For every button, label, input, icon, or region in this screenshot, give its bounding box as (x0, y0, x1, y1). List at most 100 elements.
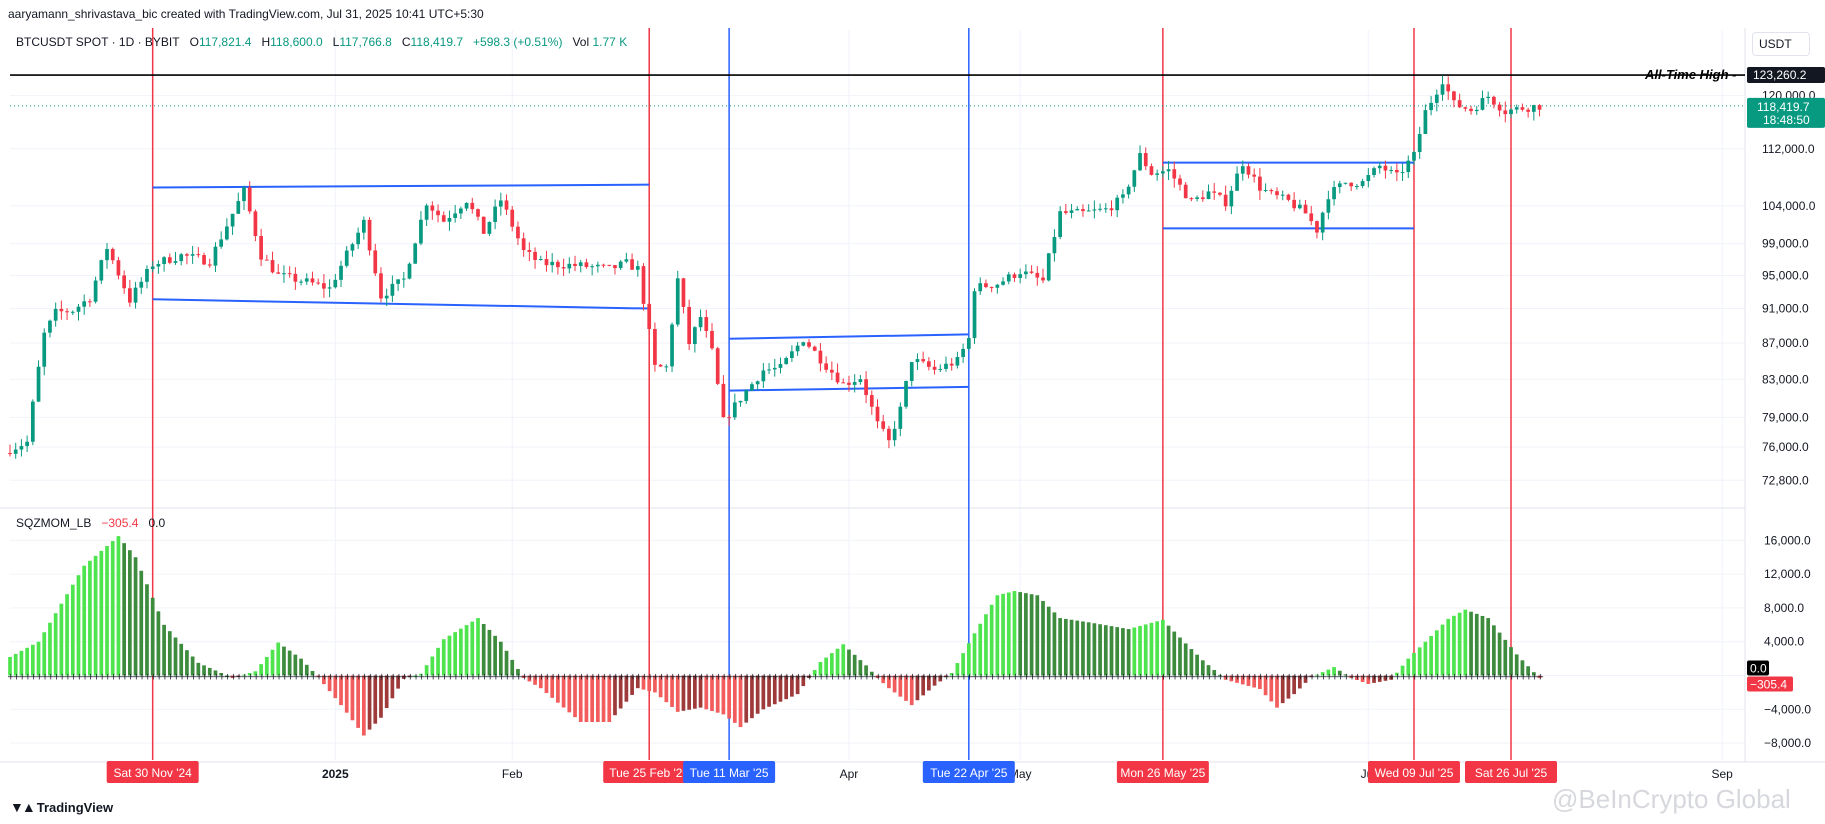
candle-body (122, 275, 126, 289)
currency-selector[interactable]: USDT (1752, 32, 1810, 56)
candle (984, 279, 988, 289)
candle-body (1463, 107, 1468, 109)
momentum-bar (1297, 675, 1302, 689)
momentum-bar (1337, 670, 1342, 676)
squeeze-marker: + (869, 673, 877, 683)
squeeze-marker: + (1086, 673, 1094, 683)
momentum-bar (1258, 675, 1262, 690)
momentum-bar (744, 675, 749, 723)
squeeze-marker: + (98, 673, 106, 683)
tradingview-logo[interactable]: ▼▲ TradingView (10, 799, 113, 815)
squeeze-marker: + (1342, 673, 1350, 683)
squeeze-marker: + (1348, 673, 1356, 683)
squeeze-marker: + (127, 673, 135, 683)
squeeze-marker: + (264, 673, 272, 683)
momentum-bar (966, 643, 971, 676)
candle-body (841, 382, 846, 384)
squeeze-marker: + (977, 673, 985, 683)
candle-body (1537, 105, 1542, 110)
squeeze-marker: + (989, 673, 997, 683)
candle (1058, 206, 1062, 240)
candle-body (710, 330, 714, 349)
candle (344, 246, 349, 268)
momentum-bar (1429, 636, 1433, 676)
candle (738, 400, 743, 407)
squeeze-marker: + (1531, 673, 1539, 683)
momentum-bar (1046, 606, 1051, 676)
momentum-bar (1452, 615, 1456, 676)
candle (635, 260, 640, 277)
momentum-bar (704, 675, 709, 710)
candle (744, 389, 749, 404)
momentum-bar (550, 675, 555, 698)
squeeze-marker: + (1148, 673, 1156, 683)
squeeze-marker: + (252, 673, 260, 683)
momentum-bar (772, 675, 777, 705)
squeeze-marker: + (7, 673, 15, 683)
momentum-bar (961, 653, 965, 676)
candle (76, 303, 81, 321)
candle-body (715, 348, 720, 384)
momentum-bar (88, 560, 92, 676)
candle (847, 375, 851, 392)
candle-body (1018, 274, 1023, 278)
momentum-histogram (8, 536, 1542, 736)
candle-body (1029, 271, 1034, 273)
event-date-tag (922, 761, 1015, 783)
momentum-bar (852, 654, 857, 676)
candle (339, 260, 343, 288)
momentum-bar (647, 675, 652, 692)
event-date-tag (603, 761, 696, 783)
squeeze-marker: + (247, 673, 255, 683)
volume-value: 1.77 K (592, 35, 628, 49)
squeeze-marker: + (327, 673, 335, 683)
squeeze-marker: + (903, 673, 911, 683)
candle-body (727, 417, 731, 419)
candle (70, 310, 75, 316)
momentum-bar (1240, 675, 1245, 685)
candle-body (858, 379, 863, 383)
candle-body (1240, 166, 1245, 174)
candle (384, 288, 389, 307)
squeeze-marker: + (1206, 673, 1214, 683)
candle-body (556, 261, 560, 268)
squeeze-marker: + (703, 673, 711, 683)
squeeze-marker: + (115, 673, 123, 683)
momentum-axis-label: −4,000.0 (1764, 702, 1811, 716)
candle-body (304, 278, 309, 282)
momentum-bar (304, 664, 309, 676)
squeeze-marker: + (418, 673, 426, 683)
squeeze-marker: + (863, 673, 871, 683)
candle-body (356, 232, 360, 245)
candle-body (978, 283, 983, 292)
squeeze-marker: + (972, 673, 980, 683)
candle-body (989, 287, 994, 289)
candle-body (1400, 172, 1405, 174)
symbol-label[interactable]: BTCUSDT SPOT · 1D · BYBIT (16, 35, 180, 49)
squeeze-marker: + (732, 673, 740, 683)
momentum-bar (1514, 654, 1519, 676)
candle-body (1337, 183, 1342, 188)
momentum-bar (801, 675, 806, 687)
candle-body (687, 306, 692, 345)
candle-body (1006, 274, 1011, 282)
candle (293, 267, 298, 290)
candle (556, 259, 560, 275)
momentum-bar (419, 673, 423, 676)
squeeze-marker: + (441, 673, 449, 683)
channel-upper-2 (729, 333, 969, 340)
candle (1109, 200, 1114, 217)
candle (122, 270, 126, 294)
squeeze-marker: + (1160, 673, 1168, 683)
indicator-name[interactable]: SQZMOM_LB (16, 516, 92, 530)
candle (1212, 183, 1217, 200)
candle-body (1189, 198, 1194, 200)
candle-body (1178, 178, 1182, 185)
momentum-bar (1012, 591, 1017, 676)
squeeze-marker: + (1069, 673, 1077, 683)
momentum-bar (1389, 675, 1394, 680)
momentum-bar (984, 614, 988, 676)
candle (1286, 193, 1291, 202)
squeeze-marker: + (840, 673, 848, 683)
